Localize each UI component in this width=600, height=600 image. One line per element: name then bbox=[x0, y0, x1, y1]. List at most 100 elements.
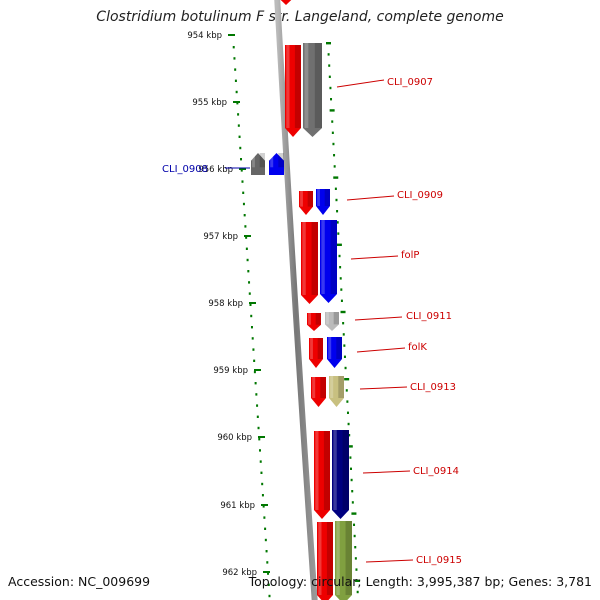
gene-label-cli_0911[interactable]: CLI_0911 bbox=[406, 311, 452, 322]
tick-dot bbox=[242, 191, 245, 194]
tick-dot bbox=[354, 546, 357, 549]
gene-label-cli_0915[interactable]: CLI_0915 bbox=[416, 555, 462, 566]
tick-dot bbox=[234, 79, 237, 82]
tick-dot bbox=[245, 236, 248, 239]
gene-arrow[interactable] bbox=[327, 337, 342, 368]
tick-dot bbox=[338, 254, 341, 258]
tick-dot bbox=[234, 68, 237, 71]
gene-arrow[interactable] bbox=[332, 430, 349, 519]
tick-dot bbox=[350, 467, 353, 470]
tick-label: 955 kbp bbox=[192, 98, 227, 108]
gene-arrow[interactable] bbox=[320, 220, 337, 303]
gene-label-cli_0907[interactable]: CLI_0907 bbox=[387, 77, 433, 88]
tick-dot bbox=[251, 337, 254, 340]
tick-dot bbox=[348, 434, 351, 437]
tick-dot bbox=[253, 370, 256, 374]
tick-dot bbox=[263, 516, 266, 519]
tick-dot bbox=[355, 579, 361, 582]
tick-dot bbox=[345, 389, 348, 392]
tick-dot bbox=[333, 154, 336, 157]
cds-arrow[interactable] bbox=[309, 338, 323, 368]
cds-arrow[interactable] bbox=[314, 431, 330, 519]
cds-arrow[interactable] bbox=[301, 222, 318, 304]
tick-dot bbox=[239, 146, 242, 150]
tick-label: 957 kbp bbox=[203, 232, 238, 242]
gene-arrow[interactable] bbox=[316, 189, 330, 215]
tick-dot bbox=[259, 460, 262, 463]
tick-dot bbox=[236, 102, 239, 105]
gene-label-cli_0908[interactable]: CLI_0908 bbox=[162, 164, 208, 175]
tick-marks: 954 kbp 955 kbp 956 kbp 957 kbp 958 kbp 959 k… bbox=[187, 31, 270, 578]
tick-dot bbox=[328, 64, 331, 67]
gene-arrow[interactable] bbox=[269, 153, 284, 175]
tick-label: 961 kbp bbox=[220, 501, 255, 511]
tick-dot bbox=[328, 75, 331, 78]
tick-dot bbox=[351, 501, 354, 504]
cds-arrow[interactable] bbox=[317, 522, 333, 600]
tick-dot bbox=[331, 131, 334, 134]
tick-label: 956 kbp bbox=[198, 165, 233, 175]
tick-dot bbox=[253, 359, 256, 362]
tick-dot bbox=[340, 310, 346, 314]
gene-arrow-grey[interactable] bbox=[251, 153, 265, 175]
gene-label-folp[interactable]: folP bbox=[401, 250, 419, 261]
tick-dot bbox=[344, 366, 347, 370]
tick-dot bbox=[342, 322, 345, 325]
gene-label-cli_0913[interactable]: CLI_0913 bbox=[410, 382, 456, 393]
tick-dot bbox=[334, 187, 337, 190]
tick-dot bbox=[356, 590, 359, 594]
tick-dot bbox=[346, 400, 349, 403]
tick-dot bbox=[243, 214, 246, 217]
tick-dot bbox=[261, 494, 264, 497]
gene-label-leader bbox=[359, 386, 408, 390]
gene-label-leader bbox=[346, 195, 395, 201]
tick-dot bbox=[256, 415, 259, 418]
cds-arrow[interactable] bbox=[311, 377, 326, 407]
tick-dot bbox=[333, 165, 336, 168]
tick-dot bbox=[336, 243, 342, 246]
tick-dot bbox=[343, 344, 346, 347]
tick-dot bbox=[248, 281, 251, 284]
tick-dot bbox=[233, 57, 236, 60]
gene-label-leader bbox=[354, 316, 403, 321]
tick-dot bbox=[353, 523, 356, 526]
tick-dot bbox=[237, 113, 240, 116]
tick-dot bbox=[340, 288, 343, 291]
tick-dot bbox=[245, 247, 248, 250]
cds-arrow-partial[interactable] bbox=[279, 0, 293, 5]
tick-dot bbox=[336, 221, 339, 224]
gene-arrow[interactable] bbox=[335, 521, 352, 600]
tick-label: 959 kbp bbox=[213, 366, 248, 376]
tick-dot bbox=[351, 490, 354, 493]
tick-dot bbox=[342, 333, 345, 336]
tick-dot bbox=[267, 572, 270, 575]
cds-arrow[interactable] bbox=[299, 191, 313, 215]
tick-dot bbox=[333, 176, 339, 179]
tick-dot bbox=[266, 561, 269, 564]
tick-label: 958 kbp bbox=[208, 299, 243, 309]
gene-label-cli_0914[interactable]: CLI_0914 bbox=[413, 466, 459, 477]
tick-dot bbox=[258, 438, 261, 441]
gene-arrow[interactable] bbox=[325, 312, 339, 331]
tick-dot bbox=[327, 53, 330, 56]
cds-arrow[interactable] bbox=[307, 313, 321, 331]
tick-dot bbox=[354, 557, 357, 560]
tick-dot bbox=[268, 594, 271, 598]
tick-dot bbox=[347, 445, 353, 448]
gene-arrow[interactable] bbox=[329, 376, 344, 407]
cds-arrow[interactable] bbox=[285, 45, 301, 137]
tick-dot bbox=[238, 135, 241, 138]
tick-dot-track bbox=[232, 42, 361, 598]
tick-dot bbox=[355, 568, 358, 571]
gene-label-folk[interactable]: folK bbox=[408, 342, 427, 353]
tick-dot bbox=[261, 482, 264, 486]
tick-dot bbox=[262, 505, 265, 508]
tick-dot bbox=[344, 378, 350, 381]
gene-label-cli_0909[interactable]: CLI_0909 bbox=[397, 190, 443, 201]
tick-dot bbox=[240, 158, 243, 161]
gene-arrow[interactable] bbox=[303, 43, 322, 137]
tick-dot bbox=[329, 109, 335, 112]
tick-dot bbox=[249, 303, 252, 306]
gene-track bbox=[251, 0, 352, 600]
